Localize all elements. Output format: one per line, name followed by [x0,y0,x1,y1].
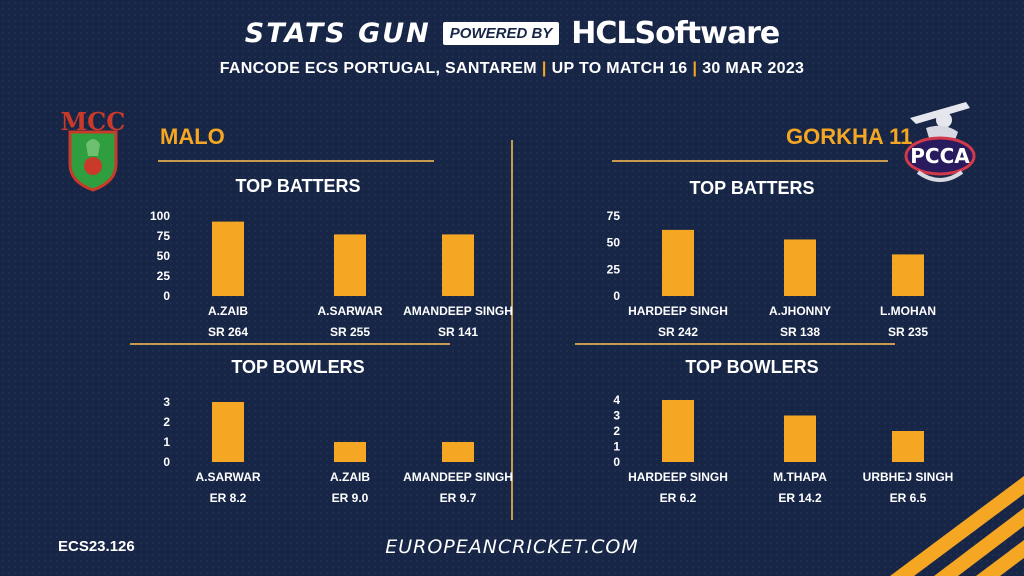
y-tick-label: 0 [163,455,170,469]
bar [334,442,366,462]
category-label: HARDEEP SINGH [628,470,728,484]
bar [212,402,244,462]
graphic-code: ECS23.126 [58,538,135,555]
y-tick-label: 25 [157,269,171,283]
bar [892,431,924,462]
y-tick-label: 3 [163,395,170,409]
stat-label: ER 8.2 [210,491,247,505]
y-tick-label: 75 [157,229,171,243]
right-top-batters-title: TOP BATTERS [689,178,815,198]
stat-label: ER 9.7 [440,491,477,505]
y-tick-label: 25 [607,262,621,276]
stat-label: SR 138 [780,325,820,339]
team-name-right: GORKHA 11 [786,124,913,149]
category-label: A.ZAIB [330,470,370,484]
stat-label: SR 235 [888,325,928,339]
match-scope: UP TO MATCH 16 [551,60,688,77]
y-tick-label: 0 [613,455,620,469]
stat-label: SR 255 [330,325,370,339]
bar [662,400,694,462]
category-label: HARDEEP SINGH [628,304,728,318]
y-tick-label: 75 [607,209,621,223]
malo-top-bowlers-chart: 0 1 2 3 A.SARWAR ER 8.2 A.ZAIB ER 9.0 AMANDEEP S… [163,395,513,505]
bar [784,239,816,296]
gorkha-top-bowlers-chart: 01 23 4 HARDEEP SINGH ER 6.2 M.THAPA ER 14.2 UR… [613,393,953,505]
mcc-logo: MCC [61,107,126,192]
category-label: A.SARWAR [317,304,382,318]
header: STATS GUN POWERED BY HCLSoftware [0,16,1024,51]
bar [662,229,694,296]
category-label: L.MOHAN [880,304,936,318]
y-tick-label: 0 [163,289,170,303]
event-name: FANCODE ECS PORTUGAL, SANTAREM [219,60,537,77]
malo-top-batters-chart: 0 25 50 75 100 A.ZAIB SR 264 A.SARWAR SR 255 AMAN… [150,209,513,339]
stat-label: SR 264 [208,325,248,339]
y-tick-label: 100 [150,209,170,223]
category-label: AMANDEEP SINGH [403,470,513,484]
sponsor-logo: HCLSoftware [571,16,780,51]
team-rule-left [158,160,434,162]
left-section-rule [130,343,450,345]
stat-label: ER 14.2 [778,491,822,505]
y-tick-label: 0 [613,289,620,303]
y-tick-label: 4 [613,393,620,407]
website-link[interactable]: EUROPEANCRICKET.COM [385,536,639,558]
powered-by-badge: POWERED BY [442,22,560,45]
category-label: AMANDEEP SINGH [403,304,513,318]
stat-label: ER 6.5 [890,491,927,505]
category-label: URBHEJ SINGH [863,470,954,484]
right-top-bowlers-title: TOP BOWLERS [685,357,819,377]
gorkha-top-batters-chart: 0 25 50 75 HARDEEP SINGH SR 242 A.JHONNY SR 138… [607,209,936,339]
y-tick-label: 1 [163,435,170,449]
bar [212,221,244,296]
bar [892,254,924,296]
pcca-logo: PCCA [904,102,976,182]
event-date: 30 MAR 2023 [702,60,805,77]
y-tick-label: 1 [613,440,620,454]
decorative-stripes [890,476,1024,576]
left-top-bowlers-title: TOP BOWLERS [231,357,365,377]
stat-label: SR 141 [438,325,478,339]
bar [334,234,366,296]
left-top-batters-title: TOP BATTERS [235,176,361,196]
y-tick-label: 3 [613,409,620,423]
y-tick-label: 50 [607,236,621,250]
bar [442,234,474,296]
bar [784,415,816,462]
category-label: A.ZAIB [208,304,248,318]
y-tick-label: 50 [157,249,171,263]
separator: | [541,60,547,77]
pcca-logo-text: PCCA [910,144,970,168]
category-label: A.JHONNY [769,304,831,318]
center-divider [511,140,513,520]
team-name-left: MALO [160,124,225,149]
y-tick-label: 2 [163,415,170,429]
right-section-rule [575,343,895,345]
team-rule-right [612,160,888,162]
mcc-logo-text: MCC [61,107,126,136]
stat-label: SR 242 [658,325,698,339]
stat-label: ER 6.2 [660,491,697,505]
category-label: M.THAPA [773,470,827,484]
separator: | [692,60,698,77]
stats-gun-logo: STATS GUN [244,18,431,49]
bar [442,442,474,462]
y-tick-label: 2 [613,424,620,438]
stat-label: ER 9.0 [332,491,369,505]
event-subtitle: FANCODE ECS PORTUGAL, SANTAREM | UP TO MAT… [0,60,1024,78]
category-label: A.SARWAR [195,470,260,484]
